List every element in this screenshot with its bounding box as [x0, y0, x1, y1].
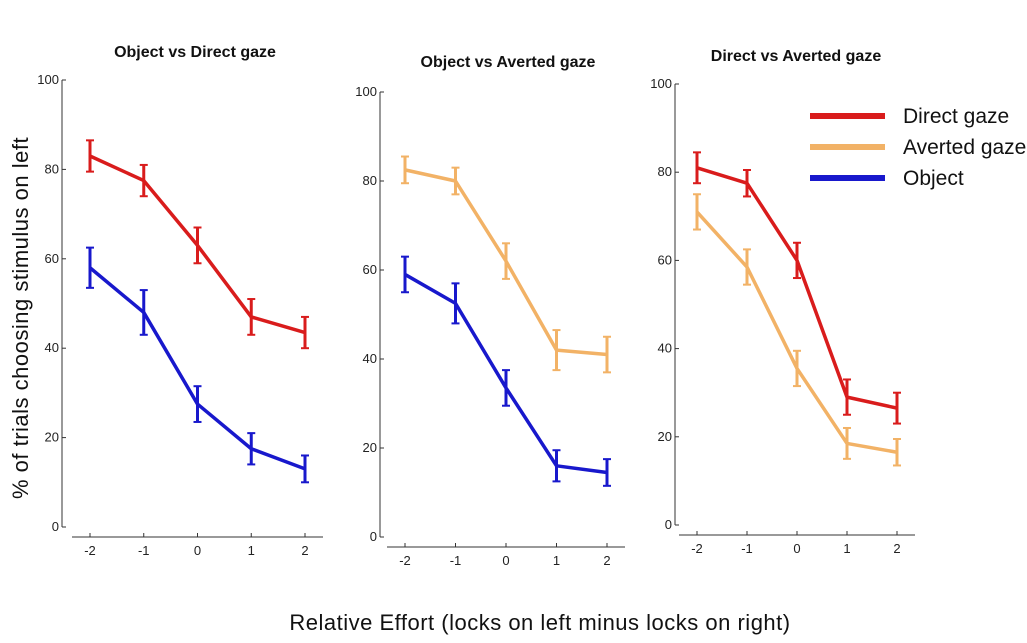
- x-tick-label: 1: [553, 553, 560, 568]
- legend-label: Averted gaze: [903, 136, 1026, 159]
- x-axis-label: Relative Effort (locks on left minus loc…: [289, 610, 790, 635]
- y-tick-label: 0: [52, 519, 59, 534]
- y-tick-label: 40: [363, 351, 377, 366]
- series-object: [401, 255, 611, 487]
- panel-object-vs-averted: Object vs Averted gaze 0 20 40 60 80 100 -2 -1 0 1…: [355, 54, 625, 568]
- chart-title: Direct vs Averted gaze: [711, 48, 882, 65]
- x-tick-label: -2: [84, 543, 96, 558]
- y-tick-label: 20: [363, 440, 377, 455]
- y-tick-label: 80: [363, 173, 377, 188]
- x-tick-label: 2: [301, 543, 308, 558]
- legend-label: Object: [903, 167, 964, 190]
- series-direct-gaze: [86, 139, 309, 350]
- chart-title: Object vs Direct gaze: [114, 44, 276, 61]
- y-tick-label: 60: [658, 252, 672, 267]
- panel-object-vs-direct: Object vs Direct gaze 0 20 40 60 80 100 -2 -1 0 1 2: [37, 44, 323, 558]
- y-tick-label: 60: [45, 251, 59, 266]
- x-tick-label: 0: [194, 543, 201, 558]
- y-axis-label: % of trials choosing stimulus on left: [8, 137, 33, 499]
- series-direct-gaze: [693, 151, 901, 425]
- y-tick-label: 100: [355, 84, 377, 99]
- series-averted-gaze: [693, 193, 901, 467]
- y-tick-label: 40: [658, 341, 672, 356]
- x-tick-label: 0: [793, 541, 800, 556]
- y-tick-label: 100: [650, 76, 672, 91]
- x-tick-label: -2: [691, 541, 703, 556]
- legend-label: Direct gaze: [903, 105, 1009, 128]
- y-tick-label: 40: [45, 340, 59, 355]
- y-tick-label: 0: [370, 529, 377, 544]
- x-tick-label: 1: [248, 543, 255, 558]
- x-tick-label: 2: [893, 541, 900, 556]
- series-averted-gaze: [401, 155, 611, 374]
- x-tick-label: 1: [843, 541, 850, 556]
- series-object: [86, 246, 309, 484]
- y-tick-label: 60: [363, 262, 377, 277]
- y-tick-label: 80: [45, 161, 59, 176]
- x-tick-label: 0: [502, 553, 509, 568]
- chart-title: Object vs Averted gaze: [421, 54, 596, 71]
- x-tick-label: -1: [450, 553, 462, 568]
- y-tick-label: 80: [658, 164, 672, 179]
- y-tick-label: 20: [45, 430, 59, 445]
- y-tick-label: 0: [665, 517, 672, 532]
- y-tick-label: 100: [37, 72, 59, 87]
- series-line: [88, 266, 306, 471]
- panel-direct-vs-averted: Direct vs Averted gaze 0 20 40 60 80 100 -2 -1 0 1…: [650, 48, 915, 556]
- x-tick-label: -1: [741, 541, 753, 556]
- legend: Direct gaze Averted gaze Object: [810, 105, 1026, 190]
- x-tick-label: -2: [399, 553, 411, 568]
- y-tick-label: 20: [658, 429, 672, 444]
- x-tick-label: 2: [603, 553, 610, 568]
- x-tick-label: -1: [138, 543, 150, 558]
